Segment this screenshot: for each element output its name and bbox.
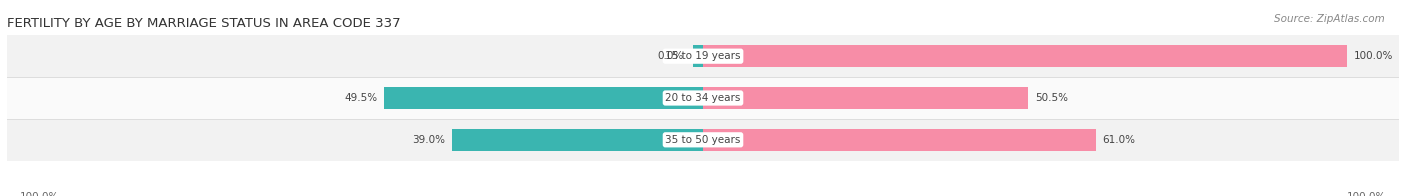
Text: 39.0%: 39.0% <box>412 135 446 145</box>
Bar <box>384 87 703 109</box>
Text: 100.0%: 100.0% <box>1354 51 1393 61</box>
Text: 50.5%: 50.5% <box>1035 93 1069 103</box>
Bar <box>7 77 1399 119</box>
Text: 20 to 34 years: 20 to 34 years <box>665 93 741 103</box>
Text: 0.0%: 0.0% <box>658 51 683 61</box>
Bar <box>703 45 1347 67</box>
Text: 100.0%: 100.0% <box>20 192 59 196</box>
Text: 15 to 19 years: 15 to 19 years <box>665 51 741 61</box>
Text: FERTILITY BY AGE BY MARRIAGE STATUS IN AREA CODE 337: FERTILITY BY AGE BY MARRIAGE STATUS IN A… <box>7 17 401 30</box>
Bar <box>703 87 1028 109</box>
Text: 35 to 50 years: 35 to 50 years <box>665 135 741 145</box>
Bar <box>693 45 703 67</box>
Text: 100.0%: 100.0% <box>1347 192 1386 196</box>
Bar <box>451 129 703 151</box>
Text: 61.0%: 61.0% <box>1102 135 1136 145</box>
Bar <box>703 129 1097 151</box>
Text: 49.5%: 49.5% <box>344 93 378 103</box>
Bar <box>7 119 1399 161</box>
Bar <box>7 35 1399 77</box>
Text: Source: ZipAtlas.com: Source: ZipAtlas.com <box>1274 14 1385 24</box>
